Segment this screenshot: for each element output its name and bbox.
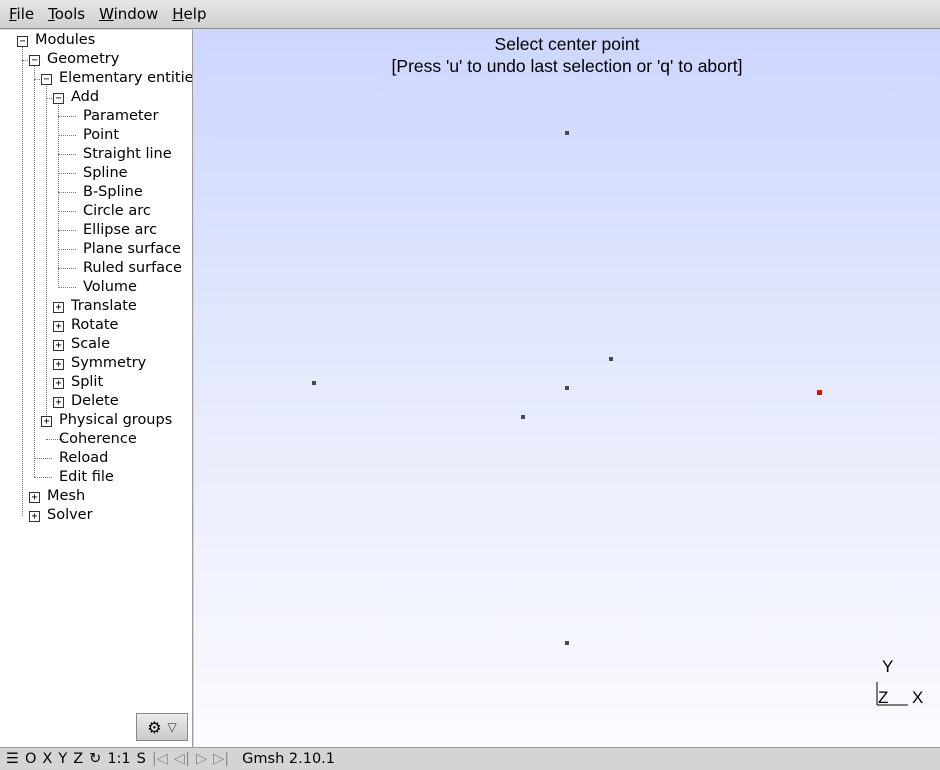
status-bar: ☰ O X Y Z ↻ 1:1 S |◁ ◁| ▷ ▷| Gmsh 2.10.1 xyxy=(0,747,940,770)
module-tree: − Modules − Geometry − Elementary entiti… xyxy=(0,30,193,747)
tree-item-rotate[interactable]: Rotate xyxy=(71,317,119,333)
tree-connector xyxy=(22,46,23,516)
axis-y-label: Y xyxy=(882,657,894,676)
geometry-point[interactable] xyxy=(312,381,316,385)
tree-item-plane-surface[interactable]: Plane surface xyxy=(83,241,181,257)
tree-item-split[interactable]: Split xyxy=(71,374,104,390)
tree-item-scale[interactable]: Scale xyxy=(71,336,111,352)
geometry-point[interactable] xyxy=(609,357,613,361)
tree-item-volume[interactable]: Volume xyxy=(83,279,137,295)
status-message: Gmsh 2.10.1 xyxy=(242,751,336,767)
menu-window[interactable]: Window xyxy=(99,5,159,23)
tree-toggle-expand[interactable]: + xyxy=(29,511,40,522)
options-gear-button[interactable]: ⚙ ▽ xyxy=(136,713,188,741)
tree-toggle-expand[interactable]: + xyxy=(53,397,64,408)
tree-item-add[interactable]: Add xyxy=(71,89,100,105)
tree-connector xyxy=(58,103,59,288)
dropdown-arrow-icon: ▽ xyxy=(167,720,177,734)
geometry-point[interactable] xyxy=(565,131,569,135)
prev-step-icon[interactable]: ◁| xyxy=(173,751,190,767)
tree-item-point[interactable]: Point xyxy=(83,127,120,143)
tree-item-ruled-surface[interactable]: Ruled surface xyxy=(83,260,182,276)
tree-item-b-spline[interactable]: B-Spline xyxy=(83,184,143,200)
axis-z-label: Z xyxy=(878,688,889,707)
geometry-point[interactable] xyxy=(565,386,569,390)
tree-connector xyxy=(34,65,35,477)
tree-toggle-collapse[interactable]: − xyxy=(53,93,64,104)
tree-item-modules[interactable]: Modules xyxy=(35,32,96,48)
last-step-icon[interactable]: ▷| xyxy=(213,751,230,767)
gear-icon: ⚙ xyxy=(147,717,162,737)
menu-icon[interactable]: ☰ xyxy=(6,751,19,767)
axis-x-label: X xyxy=(912,688,924,707)
axes-gizmo xyxy=(876,682,908,706)
view-y-button[interactable]: Y xyxy=(58,751,68,767)
tree-item-straight-line[interactable]: Straight line xyxy=(83,146,172,162)
tree-item-physical-groups[interactable]: Physical groups xyxy=(59,412,173,428)
view-z-button[interactable]: Z xyxy=(73,751,84,767)
tree-item-geometry[interactable]: Geometry xyxy=(47,51,120,67)
tree-item-edit-file[interactable]: Edit file xyxy=(59,469,114,485)
menu-bar: File Tools Window Help xyxy=(0,0,940,29)
tree-toggle-collapse[interactable]: − xyxy=(17,36,28,47)
menu-help[interactable]: Help xyxy=(172,5,207,23)
tree-item-spline[interactable]: Spline xyxy=(83,165,128,181)
menu-file[interactable]: File xyxy=(9,5,35,23)
tree-item-elementary-entities[interactable]: Elementary entities xyxy=(59,70,193,86)
tree-toggle-expand[interactable]: + xyxy=(53,302,64,313)
menu-tools[interactable]: Tools xyxy=(48,5,86,23)
tree-toggle-expand[interactable]: + xyxy=(53,378,64,389)
tree-item-parameter[interactable]: Parameter xyxy=(83,108,159,124)
first-step-icon[interactable]: |◁ xyxy=(151,751,168,767)
graphics-viewport[interactable]: Select center point [Press 'u' to undo l… xyxy=(194,30,940,747)
tree-connector xyxy=(46,84,47,421)
prompt-hint: [Press 'u' to undo last selection or 'q'… xyxy=(391,56,743,76)
scale-s-button[interactable]: S xyxy=(136,751,146,767)
tree-toggle-expand[interactable]: + xyxy=(41,416,52,427)
tree-item-circle-arc[interactable]: Circle arc xyxy=(83,203,151,219)
tree-toggle-collapse[interactable]: − xyxy=(29,55,40,66)
scale-one-button[interactable]: 1:1 xyxy=(107,751,131,767)
play-icon[interactable]: ▷ xyxy=(195,751,208,767)
rotate-icon[interactable]: ↻ xyxy=(89,751,102,767)
tree-item-mesh[interactable]: Mesh xyxy=(47,488,86,504)
tree-toggle-expand[interactable]: + xyxy=(53,359,64,370)
tree-item-reload[interactable]: Reload xyxy=(59,450,109,466)
tree-toggle-expand[interactable]: + xyxy=(29,492,40,503)
tree-toggle-expand[interactable]: + xyxy=(53,321,64,332)
geometry-point[interactable] xyxy=(565,641,569,645)
geometry-point[interactable] xyxy=(521,415,525,419)
tree-item-delete[interactable]: Delete xyxy=(71,393,119,409)
tree-toggle-expand[interactable]: + xyxy=(53,340,64,351)
view-origin-button[interactable]: O xyxy=(25,751,37,767)
prompt-message: Select center point xyxy=(494,34,640,54)
selected-point[interactable] xyxy=(817,390,822,395)
tree-item-ellipse-arc[interactable]: Ellipse arc xyxy=(83,222,158,238)
tree-item-coherence[interactable]: Coherence xyxy=(59,431,137,447)
tree-item-solver[interactable]: Solver xyxy=(47,507,93,523)
tree-item-translate[interactable]: Translate xyxy=(71,298,137,314)
tree-item-symmetry[interactable]: Symmetry xyxy=(71,355,147,371)
view-x-button[interactable]: X xyxy=(42,751,53,767)
tree-toggle-collapse[interactable]: − xyxy=(41,74,52,85)
